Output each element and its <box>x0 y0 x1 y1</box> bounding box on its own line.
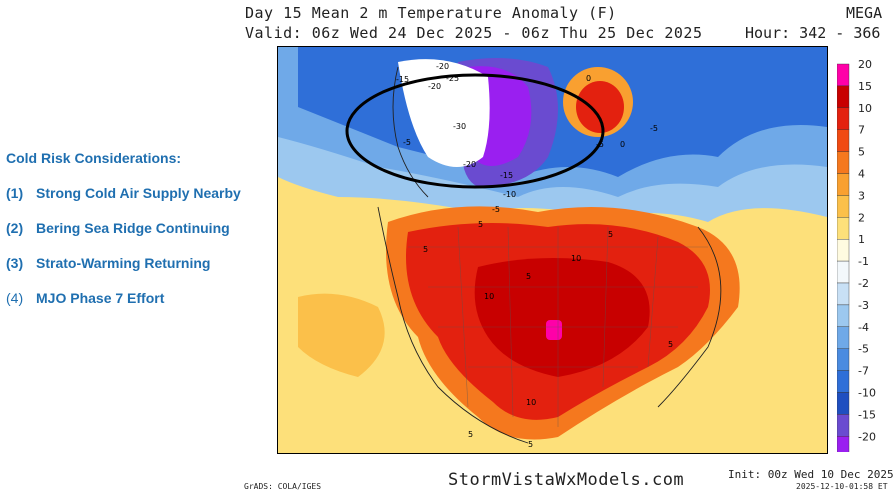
contour-label: 5 <box>423 245 428 254</box>
contour-label: 5 <box>478 220 483 229</box>
risk-item-number: (3) <box>6 255 24 271</box>
risk-item-text: Bering Sea Ridge Continuing <box>36 220 230 236</box>
contour-label: 5 <box>668 340 673 349</box>
legend-label: -15 <box>858 408 876 421</box>
legend-swatch <box>836 173 850 196</box>
contour-label: 0 <box>620 140 625 149</box>
contour-label: 5 <box>528 440 533 449</box>
contour-label: 10 <box>571 254 581 263</box>
legend-swatch <box>836 370 850 393</box>
anomaly-map-svg: -20 -15 -25 -20 -30 -20 -15 -10 -5 -5 -5… <box>278 47 827 453</box>
risk-item-text: Strong Cold Air Supply Nearby <box>36 185 241 201</box>
legend-swatch <box>836 304 850 327</box>
risk-item-text: MJO Phase 7 Effort <box>36 290 165 306</box>
valid-time: Valid: 06z Wed 24 Dec 2025 - 06z Thu 25 … <box>245 24 703 42</box>
generated-timestamp: 2025-12-10-01:58 ET <box>796 482 888 491</box>
legend-label: 2 <box>858 211 865 224</box>
contour-label: 5 <box>526 272 531 281</box>
legend-label: -1 <box>858 255 869 268</box>
legend-label: -3 <box>858 299 869 312</box>
color-legend: 20 15 10 7 5 4 3 2 1 -1 -2 -3 -4 -5 -7 -10 -15 -20 <box>836 54 895 459</box>
grads-credit: GrADS: COLA/IGES <box>244 482 322 491</box>
model-name: MEGA <box>846 4 883 22</box>
legend-label: 20 <box>858 58 872 71</box>
cold-risk-heading: Cold Risk Considerations: <box>6 150 182 166</box>
legend-label: -2 <box>858 277 869 290</box>
legend-swatch <box>836 151 850 174</box>
color-legend-svg: 20 15 10 7 5 4 3 2 1 -1 -2 -3 -4 -5 -7 -10 -15 -20 <box>836 58 876 459</box>
legend-swatch <box>836 195 850 218</box>
risk-item-number: (1) <box>6 185 24 201</box>
risk-item-2: (2) Bering Sea Ridge Continuing <box>6 220 256 236</box>
legend-label: 15 <box>858 80 872 93</box>
legend-label: -4 <box>858 321 869 334</box>
contour-label: 10 <box>484 292 494 301</box>
risk-item-number: (2) <box>6 220 24 236</box>
contour-label: 5 <box>468 430 473 439</box>
warm-anomaly-peak <box>546 320 562 340</box>
legend-label: 4 <box>858 168 865 181</box>
init-time: Init: 00z Wed 10 Dec 2025 <box>728 468 894 481</box>
deep-cold-white <box>398 59 490 168</box>
legend-swatch <box>836 238 850 262</box>
legend-label: 10 <box>858 102 872 115</box>
legend-swatch <box>836 282 850 306</box>
contour-label: -15 <box>500 171 513 180</box>
legend-swatch <box>836 217 850 240</box>
cold-risk-highlight-ellipse <box>345 73 605 189</box>
contour-label: -5 <box>596 140 604 149</box>
state-borders <box>408 226 708 427</box>
site-credit: StormVistaWxModels.com <box>448 470 685 490</box>
legend-swatch <box>836 260 850 284</box>
contour-label: -5 <box>492 205 500 214</box>
legend-label: 7 <box>858 124 865 137</box>
contour-label: 5 <box>608 230 613 239</box>
contour-label: -20 <box>463 160 476 169</box>
legend-label: -10 <box>858 387 876 400</box>
contour-label: -25 <box>446 74 459 83</box>
legend-swatch <box>836 436 850 459</box>
contour-label: 0 <box>586 74 591 83</box>
legend-swatch <box>836 63 850 87</box>
legend-swatch <box>836 392 850 415</box>
risk-item-3: (3) Strato-Warming Returning <box>6 255 256 271</box>
forecast-hour: Hour: 342 - 366 <box>745 24 881 42</box>
map-title: Day 15 Mean 2 m Temperature Anomaly (F) <box>245 4 617 22</box>
legend-label: -7 <box>858 365 869 378</box>
hudson-warm-core <box>576 81 624 133</box>
anomaly-map: -20 -15 -25 -20 -30 -20 -15 -10 -5 -5 -5… <box>277 46 828 454</box>
contour-label: 10 <box>526 398 536 407</box>
cold-risk-panel: Cold Risk Considerations: (1) Strong Cold… <box>6 150 256 325</box>
legend-label: -20 <box>858 430 876 443</box>
risk-item-1: (1) Strong Cold Air Supply Nearby <box>6 185 256 201</box>
legend-swatch <box>836 414 850 437</box>
pacific-warm-fringe <box>298 293 385 377</box>
legend-label: 1 <box>858 233 865 246</box>
legend-swatch <box>836 326 850 349</box>
legend-label: 3 <box>858 189 865 202</box>
legend-swatch <box>836 129 850 152</box>
contour-label: -10 <box>503 190 516 199</box>
legend-swatch <box>836 85 850 108</box>
legend-swatch <box>836 107 850 130</box>
contour-label: -15 <box>396 75 409 84</box>
contour-label: -5 <box>403 138 411 147</box>
risk-item-number: (4) <box>6 290 24 306</box>
legend-label: 5 <box>858 146 865 159</box>
contour-label: -20 <box>428 82 441 91</box>
legend-label: -5 <box>858 343 869 356</box>
contour-label: -20 <box>436 62 449 71</box>
contour-label: -5 <box>650 124 658 133</box>
risk-item-4: (4) MJO Phase 7 Effort <box>6 290 256 306</box>
contour-labels: -20 -15 -25 -20 -30 -20 -15 -10 -5 -5 -5… <box>396 62 673 449</box>
risk-item-text: Strato-Warming Returning <box>36 255 211 271</box>
contour-label: -30 <box>453 122 466 131</box>
legend-swatch <box>836 348 850 371</box>
